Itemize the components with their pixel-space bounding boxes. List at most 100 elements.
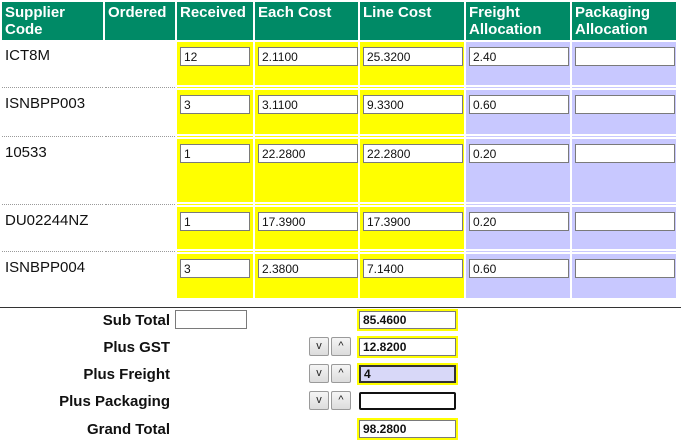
each-cost-input[interactable] (258, 95, 358, 114)
plus-packaging-cell (357, 390, 458, 412)
line-cost-input[interactable] (363, 144, 463, 163)
line-cost-input[interactable] (363, 212, 463, 231)
line-cost-input-cell (360, 42, 464, 85)
divider-cell (360, 251, 464, 252)
freight-increase-button[interactable]: ^ (331, 364, 351, 383)
freight-decrease-button[interactable]: v (309, 364, 329, 383)
divider-cell (177, 251, 253, 252)
totals-separator (0, 307, 681, 308)
line-cost-input[interactable] (363, 259, 463, 278)
received-input-cell (177, 254, 253, 298)
line-cost-input-cell (360, 254, 464, 298)
line-cost-input[interactable] (363, 95, 463, 114)
supplier-code-cell: 10533 (5, 144, 47, 161)
packaging-allocation-input[interactable] (575, 95, 675, 114)
packaging-allocation-input[interactable] (575, 212, 675, 231)
freight-allocation-input[interactable] (469, 47, 569, 66)
ordered-cell (105, 42, 175, 85)
divider-cell (105, 87, 175, 88)
freight-allocation-input[interactable] (469, 144, 569, 163)
col-supplier-code: Supplier Code (2, 2, 103, 40)
table-row: DU02244NZ (2, 207, 676, 249)
plus-packaging-label: Plus Packaging (59, 393, 170, 410)
col-packaging-allocation: Packaging Allocation (572, 2, 676, 40)
sub-total-received-input[interactable] (175, 310, 247, 329)
received-input-cell (177, 207, 253, 249)
freight-allocation-input-cell (466, 207, 570, 249)
gst-increase-button[interactable]: ^ (331, 337, 351, 356)
line-cost-input[interactable] (363, 47, 463, 66)
packaging-allocation-input[interactable] (575, 259, 675, 278)
each-cost-input[interactable] (258, 47, 358, 66)
row-divider (2, 87, 676, 88)
received-input[interactable] (180, 95, 250, 114)
each-cost-input-cell (255, 42, 358, 85)
packaging-increase-button[interactable]: ^ (331, 391, 351, 410)
table-row: 10533 (2, 139, 676, 202)
divider-cell (255, 204, 358, 205)
received-input[interactable] (180, 144, 250, 163)
freight-allocation-input-cell (466, 42, 570, 85)
header-row: Supplier Code Ordered Received Each Cost… (2, 2, 676, 40)
each-cost-input[interactable] (258, 144, 358, 163)
each-cost-input-cell (255, 207, 358, 249)
ordered-cell (105, 90, 175, 134)
plus-freight-cell (357, 363, 458, 385)
divider-cell (466, 136, 570, 137)
divider-cell (466, 204, 570, 205)
each-cost-input[interactable] (258, 212, 358, 231)
received-input[interactable] (180, 212, 250, 231)
each-cost-input[interactable] (258, 259, 358, 278)
col-line-cost: Line Cost (360, 2, 464, 40)
supplier-code-cell: ISNBPP004 (5, 259, 86, 276)
supplier-code-cell: DU02244NZ (5, 212, 89, 229)
divider-cell (2, 87, 103, 88)
divider-cell (572, 136, 676, 137)
freight-allocation-input-cell (466, 254, 570, 298)
grand-total-value[interactable] (359, 420, 456, 438)
received-input[interactable] (180, 47, 250, 66)
col-ordered: Ordered (105, 2, 175, 40)
each-cost-input-cell (255, 254, 358, 298)
supplier-code-cell: ISNBPP003 (5, 95, 86, 112)
each-cost-input-cell (255, 90, 358, 134)
grand-total-label: Grand Total (86, 421, 170, 438)
plus-gst-cell (357, 336, 458, 358)
gst-decrease-button[interactable]: v (309, 337, 329, 356)
received-input-cell (177, 90, 253, 134)
row-divider (2, 204, 676, 205)
received-input[interactable] (180, 259, 250, 278)
row-divider (2, 251, 676, 252)
packaging-allocation-input-cell (572, 254, 676, 298)
plus-gst-value[interactable] (359, 338, 456, 356)
divider-cell (105, 251, 175, 252)
freight-allocation-input[interactable] (469, 95, 569, 114)
packaging-decrease-button[interactable]: v (309, 391, 329, 410)
line-items-table: Supplier Code Ordered Received Each Cost… (2, 2, 676, 298)
divider-cell (360, 204, 464, 205)
packaging-allocation-input[interactable] (575, 144, 675, 163)
ordered-cell (105, 254, 175, 298)
divider-cell (105, 136, 175, 137)
sub-total-value[interactable] (359, 311, 456, 329)
col-each-cost: Each Cost (255, 2, 358, 40)
divider-cell (2, 251, 103, 252)
divider-cell (2, 204, 103, 205)
line-items-body: ICT8M ISNBPP003 10533 DU02244NZ ISNBPP004 (2, 42, 676, 298)
divider-cell (572, 87, 676, 88)
divider-cell (2, 136, 103, 137)
received-input-cell (177, 139, 253, 202)
freight-allocation-input[interactable] (469, 212, 569, 231)
freight-allocation-input-cell (466, 139, 570, 202)
grand-total-cell (357, 418, 458, 440)
packaging-allocation-input-cell (572, 207, 676, 249)
packaging-allocation-input[interactable] (575, 47, 675, 66)
divider-cell (360, 87, 464, 88)
plus-freight-value[interactable] (359, 365, 456, 383)
freight-allocation-input[interactable] (469, 259, 569, 278)
plus-freight-label: Plus Freight (83, 366, 170, 383)
plus-packaging-value[interactable] (359, 392, 456, 410)
plus-gst-label: Plus GST (103, 339, 170, 356)
divider-cell (572, 204, 676, 205)
